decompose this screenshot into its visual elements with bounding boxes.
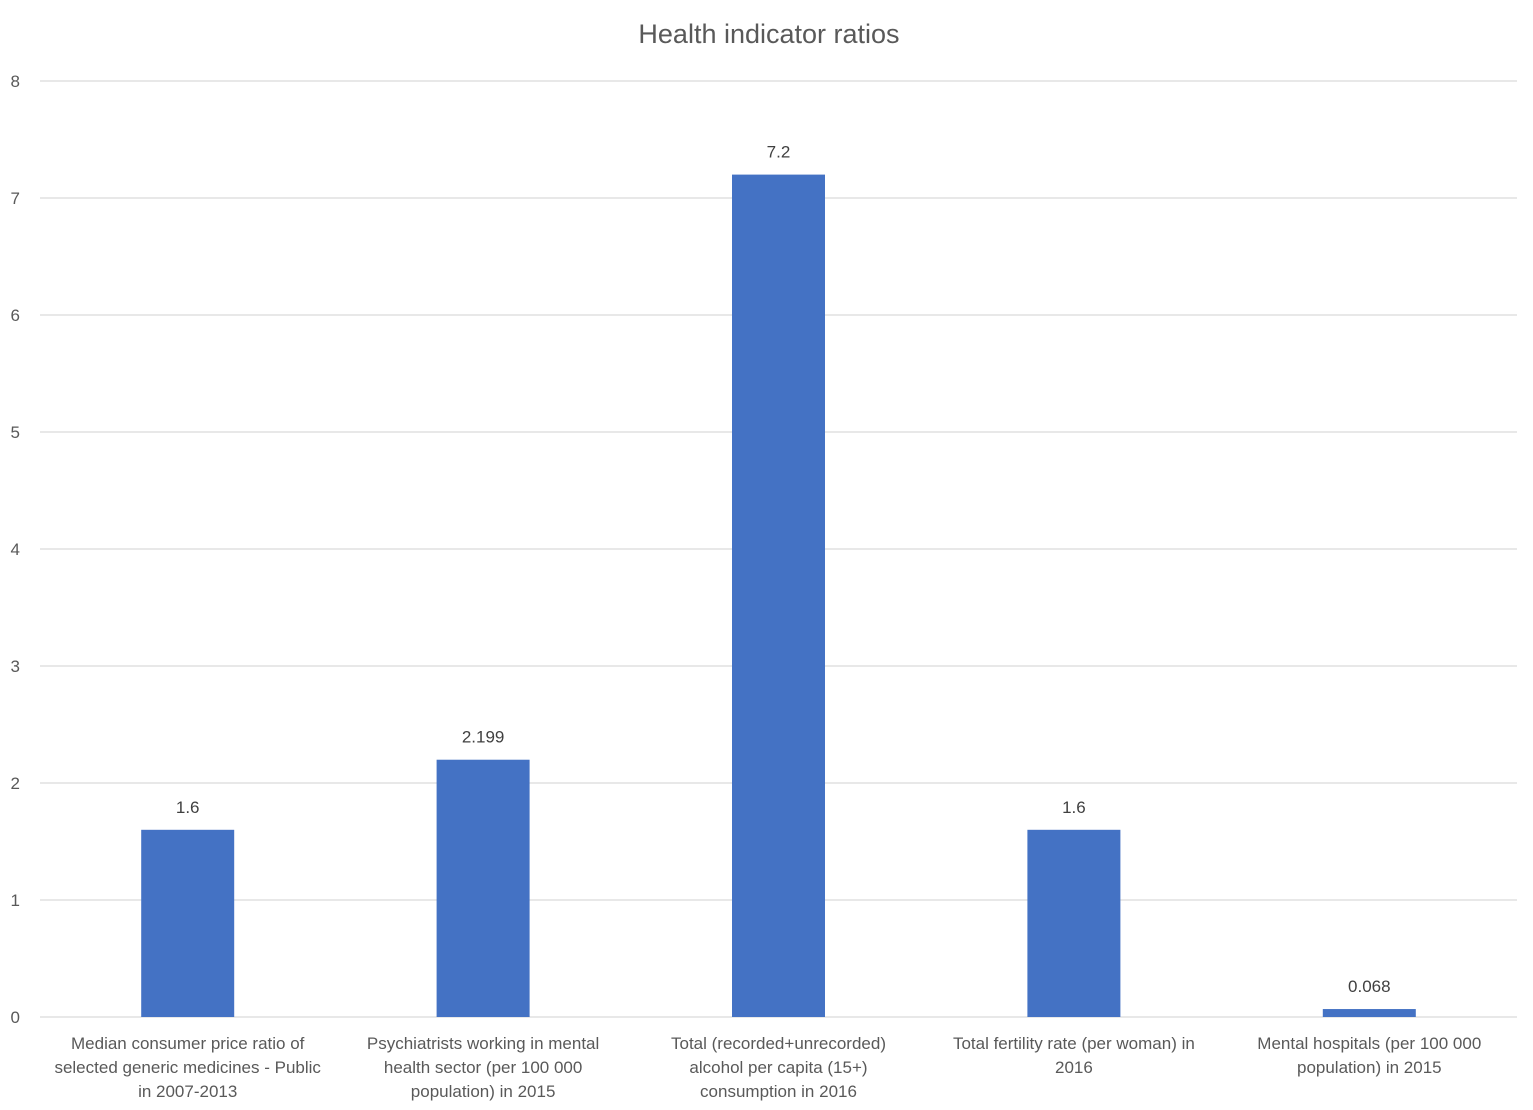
data-label-5: 0.068 [1348,977,1391,996]
data-label-3: 7.2 [767,143,791,162]
category-label-1: Median consumer price ratio of selected g… [54,1034,321,1101]
category-label-line: alcohol per capita (15+) [689,1058,867,1077]
bar-4 [1027,829,1121,1017]
x-axis-categories: Median consumer price ratio of selected g… [54,1034,1481,1101]
category-label-line: Median consumer price ratio of [71,1034,305,1053]
category-label-line: Mental hospitals (per 100 000 [1257,1034,1481,1053]
category-label-4: Total fertility rate (per woman) in 2016 [953,1034,1195,1077]
y-tick-label-5: 5 [11,423,20,442]
category-label-line: selected generic medicines - Public [54,1058,321,1077]
data-label-4: 1.6 [1062,798,1086,817]
y-tick-label-1: 1 [11,891,20,910]
chart-title: Health indicator ratios [638,19,899,49]
y-tick-label-0: 0 [11,1008,20,1027]
category-label-line: 2016 [1055,1058,1093,1077]
category-label-5: Mental hospitals (per 100 000 population)… [1257,1034,1481,1077]
bar-1 [141,829,235,1017]
category-label-3: Total (recorded+unrecorded) alcohol per c… [671,1034,886,1101]
category-label-line: consumption in 2016 [700,1082,857,1101]
category-label-line: health sector (per 100 000 [384,1058,582,1077]
y-tick-label-8: 8 [11,72,20,91]
category-label-line: population) in 2015 [411,1082,556,1101]
y-tick-label-6: 6 [11,306,20,325]
category-label-line: Total (recorded+unrecorded) [671,1034,886,1053]
data-label-1: 1.6 [176,798,200,817]
bar-2 [436,759,530,1017]
category-label-line: population) in 2015 [1297,1058,1442,1077]
category-label-line: in 2007-2013 [138,1082,237,1101]
category-label-line: Total fertility rate (per woman) in [953,1034,1195,1053]
bar-3 [732,174,825,1018]
data-labels: 1.6 2.199 7.2 1.6 0.068 [176,143,1391,996]
bars [141,174,1416,1018]
category-label-line: Psychiatrists working in mental [367,1034,599,1053]
y-tick-label-2: 2 [11,774,20,793]
y-tick-label-3: 3 [11,657,20,676]
y-axis-ticks: 0 1 2 3 4 5 6 7 8 [11,72,20,1027]
data-label-2: 2.199 [462,728,505,747]
bar-5 [1322,1009,1416,1017]
category-label-2: Psychiatrists working in mental health se… [367,1034,599,1101]
y-tick-label-4: 4 [11,540,20,559]
y-tick-label-7: 7 [11,189,20,208]
